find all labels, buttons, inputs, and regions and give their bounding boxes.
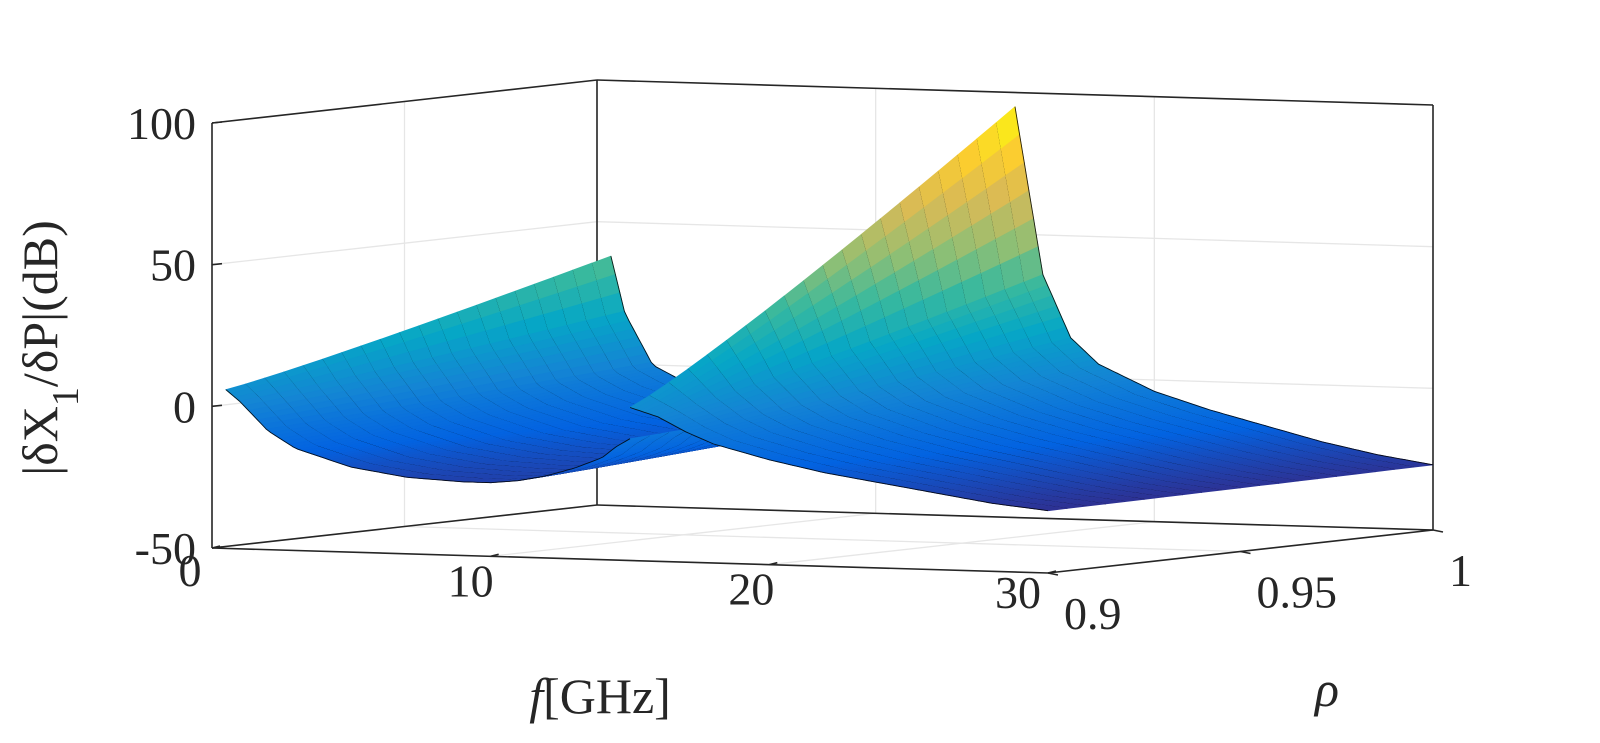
y-tick [1432,529,1444,533]
z-tick-label: 0 [173,381,196,432]
y-tick-label: 1 [1449,545,1472,596]
axes-front-lines [211,529,1434,574]
surface-mesh-line [1014,106,1434,466]
x-tick-label: 0 [179,545,202,596]
box-edge [211,79,598,124]
grid-line-z-left [211,221,598,266]
x-tick-label: 10 [448,555,494,606]
z-tick [211,121,223,124]
box-edge [211,504,598,549]
x-tick-label: 30 [995,567,1041,618]
z-axis-label: |δX1/δP|(dB) [12,220,87,476]
x-tick [769,561,778,566]
y-tick [1047,572,1059,576]
x-tick [490,553,499,558]
z-tick [211,262,223,266]
z-tick-label: 50 [150,240,196,291]
x-tick-label: 20 [728,564,774,615]
grid-line-y-floor [404,525,1241,553]
y-tick-label: 0.95 [1257,567,1338,618]
box-edge [596,79,1434,106]
y-tick [1240,550,1251,555]
y-tick-label: 0.9 [1064,588,1122,639]
x-axis-line [211,547,1049,574]
z-tick-label: 100 [127,98,196,149]
box-edge [596,504,1434,531]
z-tick-label: -50 [135,523,196,574]
surface-mesh-line [225,389,631,484]
y-axis-label: ρ [1313,661,1339,717]
z-tick [211,404,223,408]
x-axis-label: f[GHz] [529,668,671,724]
z-tick [211,546,223,549]
surface-plot [225,105,1434,512]
surface-mesh-line [629,407,1049,512]
surface-branch [629,105,1434,512]
